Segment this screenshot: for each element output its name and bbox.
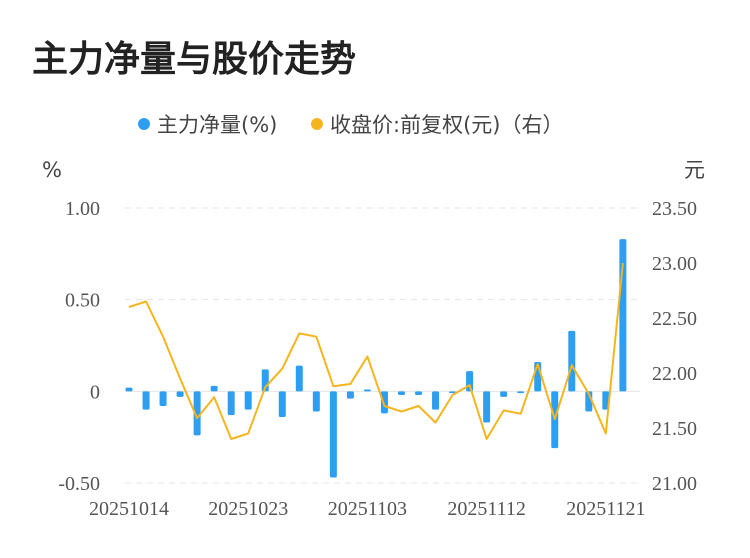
chart-title: 主力净量与股价走势 bbox=[32, 39, 357, 80]
right-tick-label: 21.50 bbox=[652, 418, 697, 440]
right-tick-label: 22.00 bbox=[652, 363, 697, 385]
bar bbox=[432, 391, 440, 410]
left-tick-label: 0 bbox=[90, 381, 100, 403]
bar bbox=[517, 391, 525, 394]
right-tick-label: 22.50 bbox=[652, 308, 697, 330]
bar bbox=[363, 389, 371, 392]
right-unit-label: 元 bbox=[684, 158, 705, 182]
bar bbox=[125, 387, 133, 392]
line-series bbox=[128, 262, 624, 440]
legend-bar-label: 主力净量(%) bbox=[157, 113, 277, 137]
left-tick-label: 0.50 bbox=[65, 290, 100, 312]
bar bbox=[602, 391, 610, 410]
bar bbox=[449, 391, 457, 394]
left-tick-label: 1.00 bbox=[65, 198, 100, 220]
x-tick-label: 20251014 bbox=[89, 498, 169, 520]
bar bbox=[500, 391, 508, 397]
legend-line-label: 收盘价:前复权(元)（右） bbox=[330, 113, 563, 137]
left-axis-ticks: 1.00 0.50 0 -0.50 bbox=[58, 198, 100, 495]
bar bbox=[483, 391, 491, 423]
bar bbox=[142, 391, 150, 410]
price-line bbox=[128, 262, 624, 440]
x-tick-label: 20251103 bbox=[328, 498, 407, 520]
legend-bar-marker bbox=[138, 118, 150, 130]
bar-series bbox=[125, 239, 627, 478]
bar bbox=[619, 239, 627, 392]
left-tick-label: -0.50 bbox=[58, 473, 100, 495]
bar bbox=[193, 391, 201, 436]
right-tick-label: 23.50 bbox=[652, 198, 697, 220]
bar bbox=[312, 391, 320, 412]
x-axis-ticks: 20251014 20251023 20251103 20251112 20251121 bbox=[89, 498, 645, 520]
bar bbox=[329, 391, 337, 478]
legend[interactable]: 主力净量(%) 收盘价:前复权(元)（右） bbox=[138, 113, 563, 137]
left-unit-label: % bbox=[42, 158, 62, 182]
bar bbox=[295, 365, 303, 392]
bar bbox=[397, 391, 405, 395]
bar bbox=[210, 385, 218, 392]
x-tick-label: 20251112 bbox=[447, 498, 526, 520]
bar bbox=[244, 391, 252, 410]
bar bbox=[176, 391, 184, 397]
gridlines bbox=[125, 207, 640, 484]
bar bbox=[227, 391, 235, 416]
bar bbox=[380, 391, 388, 414]
bar bbox=[159, 391, 167, 406]
x-tick-label: 20251023 bbox=[208, 498, 288, 520]
right-tick-label: 23.00 bbox=[652, 253, 697, 275]
right-tick-label: 21.00 bbox=[652, 473, 697, 495]
bar bbox=[415, 391, 423, 395]
bar bbox=[278, 391, 286, 417]
right-axis-ticks: 23.50 23.00 22.50 22.00 21.50 21.00 bbox=[652, 198, 697, 495]
bar bbox=[568, 330, 576, 392]
legend-line-marker bbox=[311, 118, 323, 130]
x-tick-label: 20251121 bbox=[566, 498, 645, 520]
bar bbox=[346, 391, 354, 399]
